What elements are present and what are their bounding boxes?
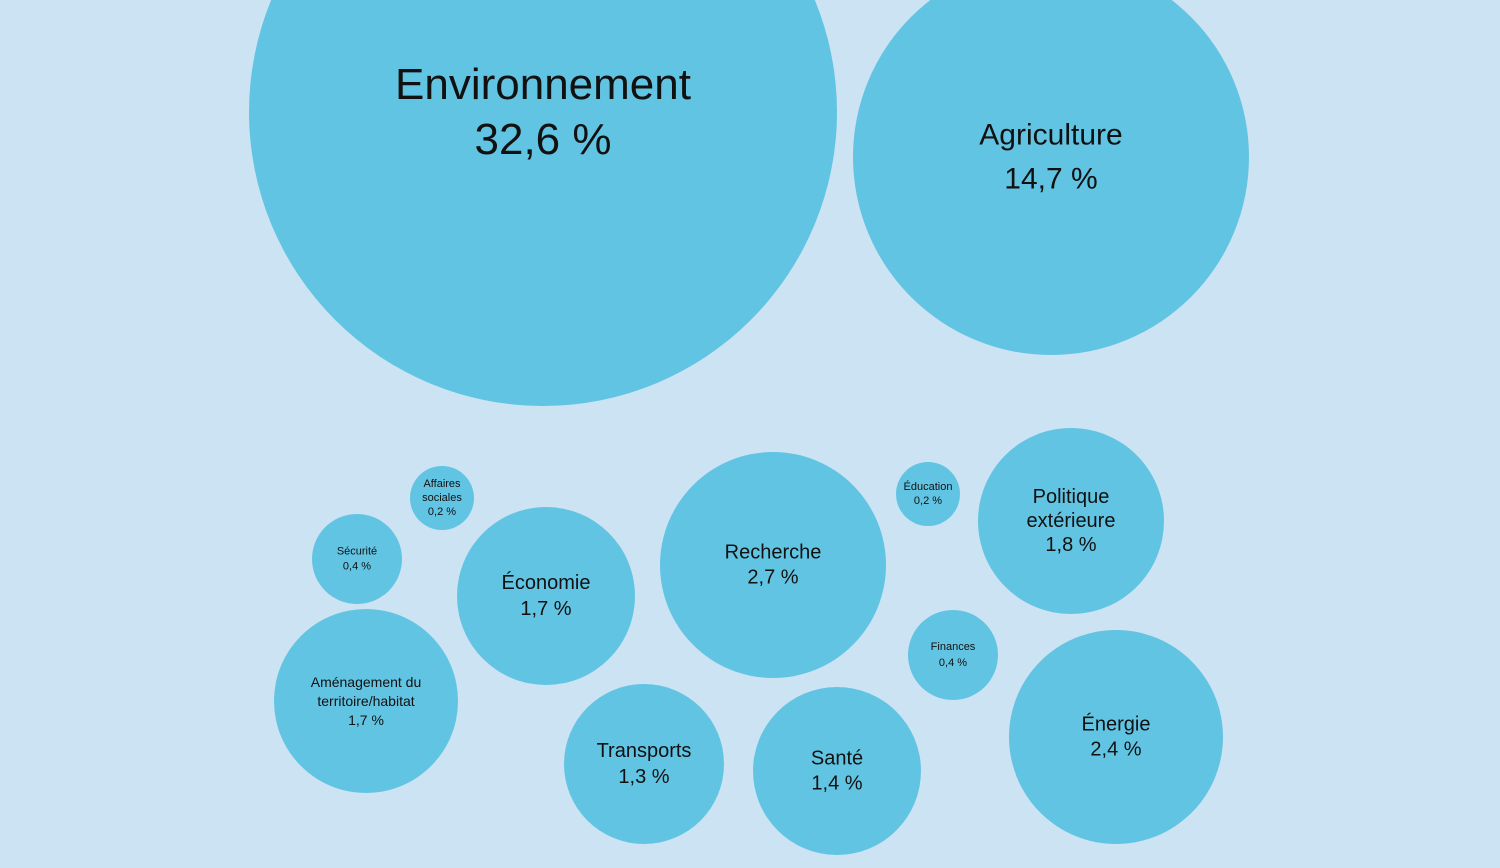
bubble-label-finances: Finances xyxy=(931,641,976,653)
bubble-label-education: Éducation xyxy=(904,480,953,493)
bubble-label-securite: Sécurité xyxy=(337,546,377,558)
bubble-label-energie: Énergie xyxy=(1082,713,1151,736)
bubble-value-politique-exterieure: 1,8 % xyxy=(1045,534,1096,556)
bubble-value-economie: 1,7 % xyxy=(520,598,571,620)
bubble-label-recherche: Recherche xyxy=(725,542,822,564)
bubble-value-affaires-sociales: 0,2 % xyxy=(428,506,456,518)
bubble-circle-affaires-sociales xyxy=(410,466,474,530)
bubble-affaires-sociales: Affaires sociales 0,2 % xyxy=(410,466,474,530)
bubble-energie: Énergie 2,4 % xyxy=(1009,630,1223,844)
bubble-value-environnement: 32,6 % xyxy=(475,115,612,164)
bubble-circle-environnement xyxy=(249,0,837,406)
bubble-value-transports: 1,3 % xyxy=(618,766,669,788)
bubble-securite: Sécurité 0,4 % xyxy=(312,514,402,604)
bubble-agriculture: Agriculture 14,7 % xyxy=(853,0,1249,355)
bubble-circle-education xyxy=(896,462,960,526)
bubble-sante: Santé 1,4 % xyxy=(753,687,921,855)
bubble-circle-sante xyxy=(753,687,921,855)
bubble-label-affaires-sociales: Affaires xyxy=(423,478,461,490)
bubble-circle-agriculture xyxy=(853,0,1249,355)
bubble-value-recherche: 2,7 % xyxy=(747,567,798,589)
bubble-circle-amenagement-du-territoire-habitat xyxy=(274,609,458,793)
bubble-circle-finances xyxy=(908,610,998,700)
bubble-economie: Économie 1,7 % xyxy=(457,507,635,685)
bubble-circle-economie xyxy=(457,507,635,685)
bubble-value-finances: 0,4 % xyxy=(939,657,967,669)
bubble-circle-politique-exterieure xyxy=(978,428,1164,614)
bubble-label-economie: Économie xyxy=(502,571,591,594)
bubble-finances: Finances 0,4 % xyxy=(908,610,998,700)
bubble-label-amenagement-du-territoire-habitat: territoire/habitat xyxy=(317,693,414,709)
bubble-label-affaires-sociales: sociales xyxy=(422,492,462,504)
bubble-recherche: Recherche 2,7 % xyxy=(660,452,886,678)
bubble-education: Éducation 0,2 % xyxy=(896,462,960,526)
bubble-value-education: 0,2 % xyxy=(914,495,942,507)
bubble-label-transports: Transports xyxy=(597,740,692,762)
bubble-label-environnement: Environnement xyxy=(395,60,691,109)
bubble-circle-securite xyxy=(312,514,402,604)
bubble-amenagement-du-territoire-habitat: Aménagement du territoire/habitat 1,7 % xyxy=(274,609,458,793)
bubble-value-energie: 2,4 % xyxy=(1090,739,1141,761)
bubble-label-amenagement-du-territoire-habitat: Aménagement du xyxy=(311,674,422,690)
bubble-circle-transports xyxy=(564,684,724,844)
bubble-label-politique-exterieure: extérieure xyxy=(1027,510,1116,532)
bubble-value-agriculture: 14,7 % xyxy=(1004,163,1097,196)
bubble-label-sante: Santé xyxy=(811,748,863,770)
bubble-label-agriculture: Agriculture xyxy=(979,119,1122,152)
bubble-transports: Transports 1,3 % xyxy=(564,684,724,844)
bubble-circle-energie xyxy=(1009,630,1223,844)
bubble-circle-recherche xyxy=(660,452,886,678)
bubble-value-securite: 0,4 % xyxy=(343,561,371,573)
bubble-value-sante: 1,4 % xyxy=(811,773,862,795)
bubble-environnement: Environnement 32,6 % xyxy=(249,0,837,406)
bubble-label-politique-exterieure: Politique xyxy=(1033,486,1110,508)
bubble-value-amenagement-du-territoire-habitat: 1,7 % xyxy=(348,712,384,728)
